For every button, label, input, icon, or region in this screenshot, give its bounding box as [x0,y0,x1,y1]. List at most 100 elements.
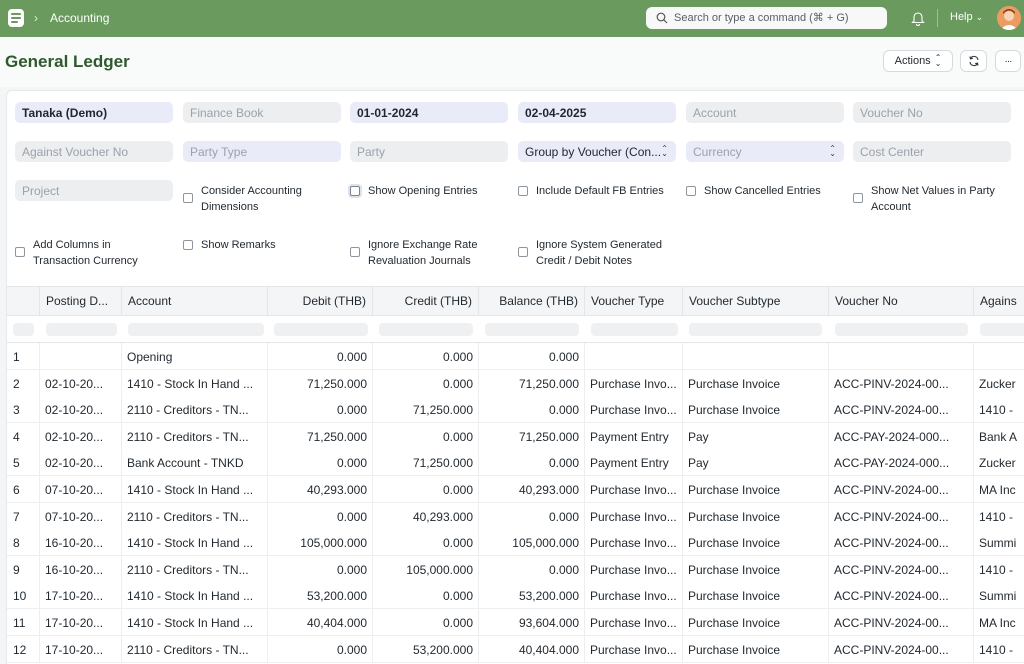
against-voucher-field[interactable]: Against Voucher No [15,141,173,162]
consider-dimensions-checkbox[interactable]: Consider Accounting Dimensions [183,183,302,215]
table-row[interactable]: 4 02-10-20... 2110 - Creditors - TN... 71,2… [7,422,1024,450]
cell-posting-date[interactable] [40,343,122,369]
ignore-system-checkbox[interactable]: Ignore System Generated Credit / Debit No… [518,237,662,269]
refresh-button[interactable] [960,50,987,72]
column-header[interactable]: Account [122,287,268,316]
cell-posting-date[interactable]: 02-10-20... [40,422,122,449]
cell-credit[interactable]: 0.000 [373,343,479,369]
avatar[interactable] [997,6,1021,30]
cell-voucher-no[interactable]: ACC-PAY-2024-000... [829,422,974,449]
finance-book-field[interactable]: Finance Book [183,102,341,123]
cell-voucher-subtype[interactable] [683,343,829,369]
cell-posting-date[interactable]: 02-10-20... [40,396,122,423]
cell-balance[interactable]: 71,250.000 [479,369,585,396]
cell-voucher-no[interactable]: ACC-PINV-2024-00... [829,635,974,662]
cell-balance[interactable]: 93,604.000 [479,609,585,635]
cell-balance[interactable]: 40,404.000 [479,635,585,662]
cell-account[interactable]: 1410 - Stock In Hand ... [122,476,268,502]
cell-account[interactable]: 2110 - Creditors - TN... [122,555,268,582]
cell-debit[interactable]: 0.000 [268,343,373,369]
cell-posting-date[interactable]: 07-10-20... [40,502,122,529]
cell-against[interactable]: Summi [979,589,1017,604]
project-field[interactable]: Project [15,180,173,201]
cell-account[interactable]: 2110 - Creditors - TN... [122,635,268,662]
cell-voucher-type[interactable]: Purchase Invo... [585,502,683,529]
cell-posting-date[interactable]: 02-10-20... [40,449,122,476]
cell-account[interactable]: Bank Account - TNKD [122,449,268,476]
filter-cell[interactable] [689,323,822,336]
cell-voucher-subtype[interactable]: Purchase Invoice [683,502,829,529]
table-row[interactable]: 9 16-10-20... 2110 - Creditors - TN... 0.00… [7,555,1024,583]
cell-balance[interactable]: 71,250.000 [479,422,585,449]
cell-balance[interactable]: 40,293.000 [479,476,585,502]
cell-account[interactable]: 1410 - Stock In Hand ... [122,609,268,635]
cell-against[interactable]: Bank A [979,429,1018,444]
cell-balance[interactable]: 105,000.000 [479,529,585,556]
cell-voucher-no[interactable]: ACC-PINV-2024-00... [829,476,974,502]
cell-posting-date[interactable]: 17-10-20... [40,582,122,609]
cell-debit[interactable]: 0.000 [268,635,373,662]
cell-account[interactable]: Opening [122,343,268,369]
checkbox-box[interactable] [518,186,528,196]
cell-voucher-no[interactable]: ACC-PINV-2024-00... [829,369,974,396]
cell-voucher-type[interactable] [585,343,683,369]
cell-voucher-type[interactable]: Purchase Invo... [585,635,683,662]
cell-voucher-no[interactable]: ACC-PINV-2024-00... [829,582,974,609]
cell-voucher-subtype[interactable]: Purchase Invoice [683,582,829,609]
cell-voucher-no[interactable]: ACC-PINV-2024-00... [829,609,974,635]
table-row[interactable]: 8 16-10-20... 1410 - Stock In Hand ... 105,… [7,529,1024,557]
cell-voucher-no[interactable] [829,343,974,369]
column-header[interactable]: Balance (THB) [479,287,585,316]
filter-cell[interactable] [485,323,579,336]
filter-cell[interactable] [46,323,117,336]
awesomebar[interactable] [646,7,887,29]
show-remarks-checkbox[interactable]: Show Remarks [183,237,276,253]
more-menu-button[interactable]: ··· [995,50,1021,72]
cell-credit[interactable]: 71,250.000 [373,396,479,423]
cell-voucher-type[interactable]: Purchase Invo... [585,529,683,556]
cell-voucher-type[interactable]: Purchase Invo... [585,609,683,635]
cell-debit[interactable]: 105,000.000 [268,529,373,556]
app-logo-icon[interactable] [8,9,24,27]
cell-voucher-subtype[interactable]: Purchase Invoice [683,476,829,502]
cell-credit[interactable]: 0.000 [373,422,479,449]
cell-account[interactable]: 1410 - Stock In Hand ... [122,369,268,396]
cell-voucher-type[interactable]: Purchase Invo... [585,369,683,396]
company-field[interactable]: Tanaka (Demo) [15,102,173,123]
table-row[interactable]: 5 02-10-20... Bank Account - TNKD 0.000 71,2… [7,449,1024,477]
filter-cell[interactable] [13,323,34,336]
from-date-field[interactable]: 01-01-2024 [350,102,508,123]
filter-cell[interactable] [980,323,1024,336]
cell-debit[interactable]: 71,250.000 [268,369,373,396]
cell-credit[interactable]: 40,293.000 [373,502,479,529]
cell-against[interactable]: Zucker [979,376,1016,391]
cell-voucher-no[interactable]: ACC-PINV-2024-00... [829,396,974,423]
cell-voucher-no[interactable]: ACC-PINV-2024-00... [829,502,974,529]
cell-voucher-subtype[interactable]: Purchase Invoice [683,369,829,396]
party-field[interactable]: Party [350,141,508,162]
cell-account[interactable]: 2110 - Creditors - TN... [122,422,268,449]
column-header[interactable]: Voucher Type [585,287,683,316]
cell-against[interactable]: 1410 - [979,509,1014,524]
cell-posting-date[interactable]: 17-10-20... [40,609,122,635]
checkbox-box[interactable] [183,193,193,203]
cell-credit[interactable]: 0.000 [373,369,479,396]
filter-cell[interactable] [591,323,678,336]
cell-posting-date[interactable]: 02-10-20... [40,369,122,396]
checkbox-box[interactable] [350,247,360,257]
filter-cell[interactable] [128,323,264,336]
cell-account[interactable]: 1410 - Stock In Hand ... [122,529,268,556]
currency-select[interactable]: Currency ⌃ ⌄ [686,141,844,162]
search-input[interactable] [674,11,879,25]
cell-against[interactable]: Zucker [979,456,1016,471]
column-header[interactable]: Voucher No [829,287,974,316]
cell-balance[interactable]: 0.000 [479,449,585,476]
column-header[interactable]: Debit (THB) [268,287,373,316]
show-cancelled-checkbox[interactable]: Show Cancelled Entries [686,183,821,199]
column-header[interactable]: Posting D... [40,287,122,316]
cell-credit[interactable]: 0.000 [373,609,479,635]
table-row[interactable]: 10 17-10-20... 1410 - Stock In Hand ... 53,… [7,582,1024,610]
table-row[interactable]: 3 02-10-20... 2110 - Creditors - TN... 0.00… [7,396,1024,424]
cell-posting-date[interactable]: 16-10-20... [40,555,122,582]
cell-against[interactable]: MA Inc [979,483,1016,497]
